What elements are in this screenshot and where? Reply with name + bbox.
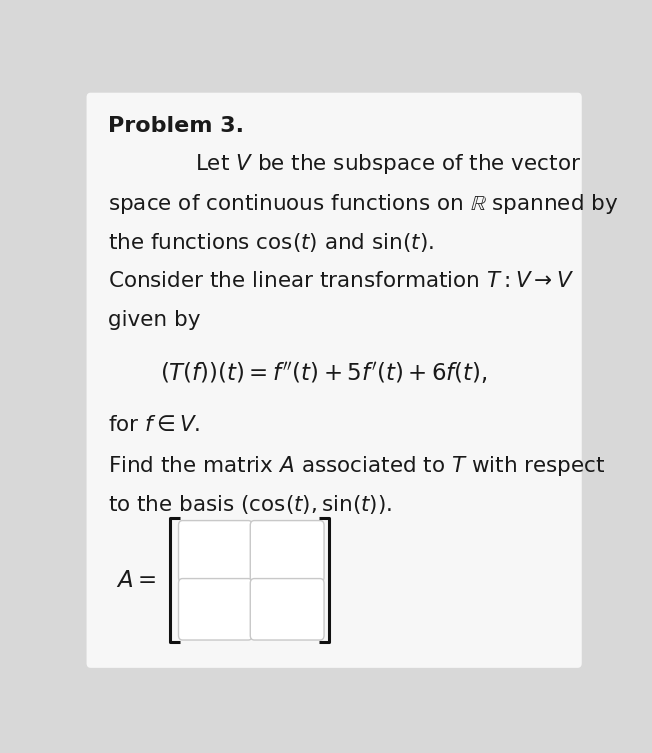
Text: the functions $\cos(t)$ and $\sin(t)$.: the functions $\cos(t)$ and $\sin(t)$. — [108, 231, 434, 255]
Text: space of continuous functions on $\mathbb{R}$ spanned by: space of continuous functions on $\mathb… — [108, 192, 618, 216]
Text: to the basis $(\cos(t), \sin(t))$.: to the basis $(\cos(t), \sin(t))$. — [108, 493, 392, 517]
FancyBboxPatch shape — [250, 520, 324, 582]
FancyBboxPatch shape — [179, 520, 252, 582]
Text: given by: given by — [108, 310, 200, 330]
Text: $(T(f))(t) = f''(t) + 5f'(t) + 6f(t),$: $(T(f))(t) = f''(t) + 5f'(t) + 6f(t),$ — [160, 361, 488, 387]
Text: Problem 3.: Problem 3. — [108, 117, 244, 136]
Text: Let $V$ be the subspace of the vector: Let $V$ be the subspace of the vector — [195, 152, 582, 176]
FancyBboxPatch shape — [179, 578, 252, 640]
FancyBboxPatch shape — [250, 578, 324, 640]
Text: Consider the linear transformation $T : V \rightarrow V$: Consider the linear transformation $T : … — [108, 270, 574, 291]
FancyBboxPatch shape — [87, 93, 582, 668]
Text: $A =$: $A =$ — [116, 569, 156, 592]
Text: Find the matrix $A$ associated to $T$ with respect: Find the matrix $A$ associated to $T$ wi… — [108, 454, 606, 478]
Text: for $f \in V$.: for $f \in V$. — [108, 415, 200, 434]
